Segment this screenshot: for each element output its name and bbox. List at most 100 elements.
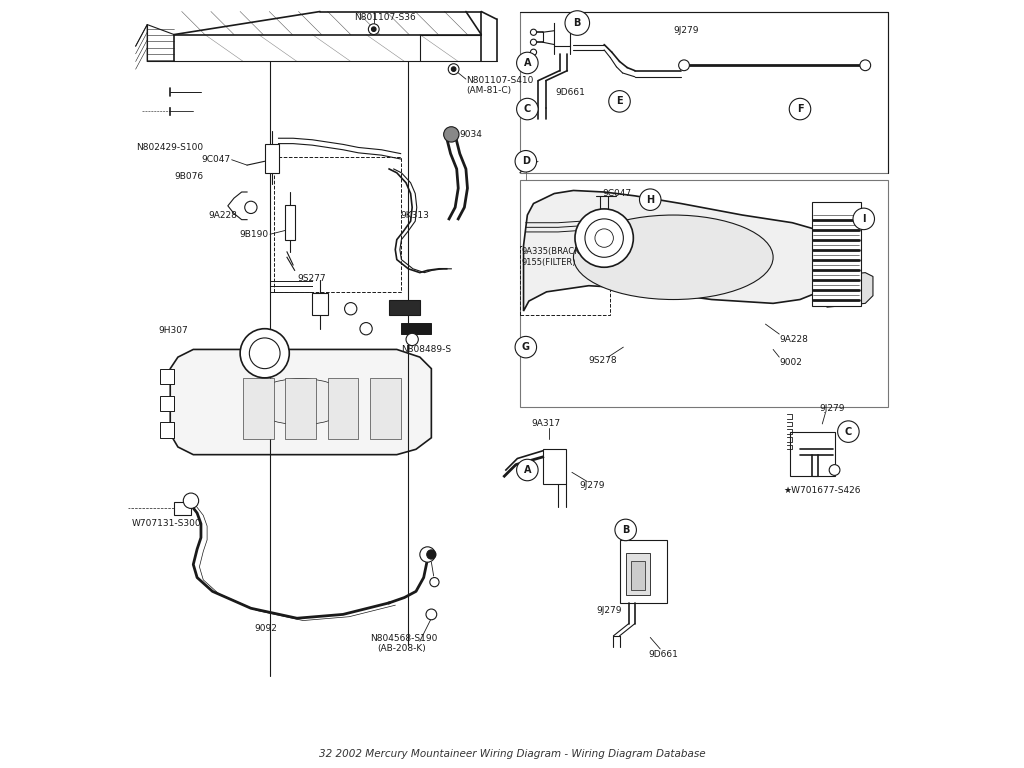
Text: N801107-S410: N801107-S410 <box>466 76 534 85</box>
Text: 9B190: 9B190 <box>240 230 268 239</box>
Text: (AM-81-C): (AM-81-C) <box>466 86 511 95</box>
Bar <box>631 561 645 590</box>
Text: A: A <box>523 465 531 475</box>
Bar <box>370 378 400 439</box>
Text: 9J279: 9J279 <box>819 404 845 413</box>
Circle shape <box>608 91 630 112</box>
Text: 9034: 9034 <box>460 130 482 139</box>
Text: N808489-S: N808489-S <box>400 345 451 354</box>
Bar <box>174 502 190 515</box>
Circle shape <box>517 52 539 74</box>
Circle shape <box>595 229 613 247</box>
Text: B: B <box>622 525 630 535</box>
Text: I: I <box>862 214 865 224</box>
Circle shape <box>183 493 199 508</box>
Circle shape <box>360 323 373 335</box>
Circle shape <box>426 609 436 620</box>
Text: E: E <box>616 96 623 107</box>
Bar <box>400 323 431 334</box>
Bar <box>520 246 610 315</box>
Bar <box>791 432 835 476</box>
Circle shape <box>240 329 290 378</box>
Polygon shape <box>827 273 872 307</box>
Text: N802429-S100: N802429-S100 <box>135 143 203 152</box>
Text: N801107-S36: N801107-S36 <box>354 13 417 22</box>
Circle shape <box>452 67 456 71</box>
Ellipse shape <box>573 215 773 300</box>
Text: 9A228: 9A228 <box>779 335 808 344</box>
Bar <box>543 449 565 484</box>
Bar <box>520 180 889 407</box>
Text: ★W701677-S426: ★W701677-S426 <box>784 485 861 495</box>
Circle shape <box>565 11 590 35</box>
Circle shape <box>790 98 811 120</box>
Bar <box>286 378 316 439</box>
Text: 9S278: 9S278 <box>589 356 617 366</box>
Polygon shape <box>523 190 819 311</box>
Bar <box>811 202 861 306</box>
Text: 9092: 9092 <box>255 624 278 633</box>
Text: (AB-208-K): (AB-208-K) <box>378 644 426 654</box>
Text: B: B <box>573 18 581 28</box>
Bar <box>520 12 889 173</box>
Text: A: A <box>523 58 531 68</box>
Circle shape <box>420 547 435 562</box>
Text: 9S277: 9S277 <box>297 273 326 283</box>
Text: 9K313: 9K313 <box>400 210 429 220</box>
Text: 9155(FILTER): 9155(FILTER) <box>521 258 575 267</box>
Circle shape <box>517 98 539 120</box>
Circle shape <box>369 24 379 35</box>
Bar <box>286 205 295 240</box>
Text: C: C <box>845 426 852 437</box>
Text: H: H <box>646 194 654 205</box>
Text: 9D661: 9D661 <box>649 650 679 659</box>
Bar <box>620 540 668 603</box>
Text: 9J279: 9J279 <box>596 606 622 615</box>
Bar <box>264 144 279 173</box>
Circle shape <box>245 201 257 214</box>
Text: 9D661: 9D661 <box>555 88 585 97</box>
Bar <box>312 293 328 315</box>
Ellipse shape <box>251 379 350 425</box>
Text: 9J279: 9J279 <box>674 26 698 35</box>
Text: G: G <box>522 342 529 353</box>
Text: W707131-S300: W707131-S300 <box>132 519 202 528</box>
Circle shape <box>530 29 537 35</box>
Bar <box>328 378 358 439</box>
Bar <box>160 369 174 384</box>
Text: D: D <box>522 156 529 167</box>
Bar <box>160 396 174 411</box>
Text: 9A228: 9A228 <box>209 210 238 220</box>
Text: 9A317: 9A317 <box>531 419 560 429</box>
Text: 9002: 9002 <box>779 358 802 367</box>
Bar <box>626 553 650 595</box>
Circle shape <box>575 209 633 267</box>
Circle shape <box>406 333 418 346</box>
Bar <box>274 157 400 292</box>
Text: C: C <box>523 104 531 114</box>
Circle shape <box>530 39 537 45</box>
Bar <box>160 422 174 438</box>
Circle shape <box>860 60 870 71</box>
Circle shape <box>344 303 356 315</box>
Text: 9C047: 9C047 <box>602 189 632 198</box>
Text: N804568-S190: N804568-S190 <box>370 634 437 644</box>
Text: 32 2002 Mercury Mountaineer Wiring Diagram - Wiring Diagram Database: 32 2002 Mercury Mountaineer Wiring Diagr… <box>318 749 706 759</box>
Circle shape <box>372 27 376 31</box>
Polygon shape <box>170 349 431 455</box>
Text: 9J279: 9J279 <box>580 481 605 490</box>
Circle shape <box>829 465 840 475</box>
Circle shape <box>427 550 436 559</box>
Circle shape <box>443 127 459 142</box>
Circle shape <box>679 60 689 71</box>
Text: 9H307: 9H307 <box>159 326 188 335</box>
Circle shape <box>449 64 459 74</box>
Text: F: F <box>797 104 803 114</box>
Circle shape <box>515 151 537 172</box>
Circle shape <box>853 208 874 230</box>
Circle shape <box>530 49 537 55</box>
Bar <box>244 378 274 439</box>
Circle shape <box>585 219 624 257</box>
Bar <box>389 300 420 315</box>
Circle shape <box>250 338 281 369</box>
